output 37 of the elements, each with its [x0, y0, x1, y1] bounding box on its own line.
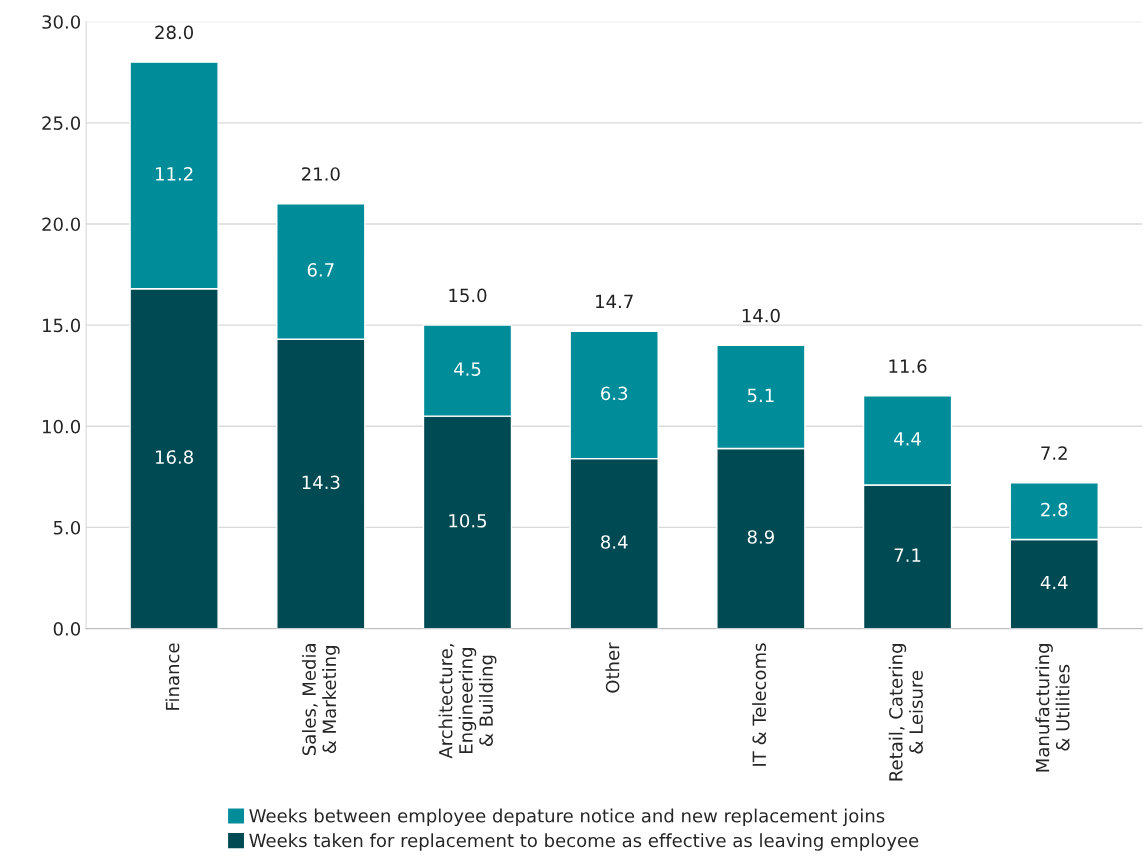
- x-tick-label: Architecture, Engineering & Building: [438, 644, 497, 759]
- data-label: 4.4: [1040, 575, 1068, 590]
- y-tick-label: 30.0: [42, 15, 81, 29]
- y-tick-label: 0.0: [53, 622, 81, 636]
- data-label: 6.3: [601, 386, 628, 401]
- data-label: 4.4: [894, 432, 921, 446]
- data-label: 11.2: [156, 167, 193, 181]
- data-label: 8.9: [747, 530, 774, 544]
- data-label: 4.5: [454, 362, 481, 376]
- y-tick-label: 15.0: [43, 318, 81, 333]
- data-label: 2.8: [1041, 502, 1068, 517]
- y-tick-label: 5.0: [53, 520, 81, 535]
- y-tick-label: 20.0: [42, 217, 81, 232]
- legend-label: Weeks between employee depature notice and new replacement joins: [249, 808, 885, 827]
- total-label: 28.0: [155, 25, 194, 40]
- data-label: 5.1: [747, 388, 774, 403]
- x-tick-label: IT & Telecoms: [752, 643, 767, 766]
- total-label: 15.0: [449, 288, 487, 303]
- x-tick-label: Other: [605, 642, 620, 693]
- total-label: 14.7: [596, 294, 633, 308]
- x-tick-label: Manufacturing & Utilities: [1035, 644, 1070, 772]
- legend-label: Weeks taken for replacement to become as effective as leaving employee: [249, 833, 919, 851]
- data-label: 7.1: [894, 548, 921, 562]
- data-label: 10.5: [449, 513, 487, 528]
- total-label: 14.0: [742, 308, 780, 323]
- total-label: 7.2: [1041, 446, 1067, 460]
- data-label: 16.8: [156, 450, 193, 464]
- total-label: 21.0: [302, 167, 340, 181]
- data-label: 14.3: [302, 475, 340, 490]
- total-label: 11.6: [889, 359, 927, 373]
- y-tick-label: 25.0: [42, 116, 81, 130]
- x-tick-label: Finance: [165, 643, 180, 710]
- x-tick-label: Retail, Catering & Leisure: [888, 644, 923, 781]
- x-tick-label: Sales, Media & Marketing: [301, 644, 340, 756]
- data-label: 8.4: [601, 535, 628, 549]
- y-tick-label: 10.0: [43, 419, 81, 434]
- data-label: 6.7: [307, 263, 334, 277]
